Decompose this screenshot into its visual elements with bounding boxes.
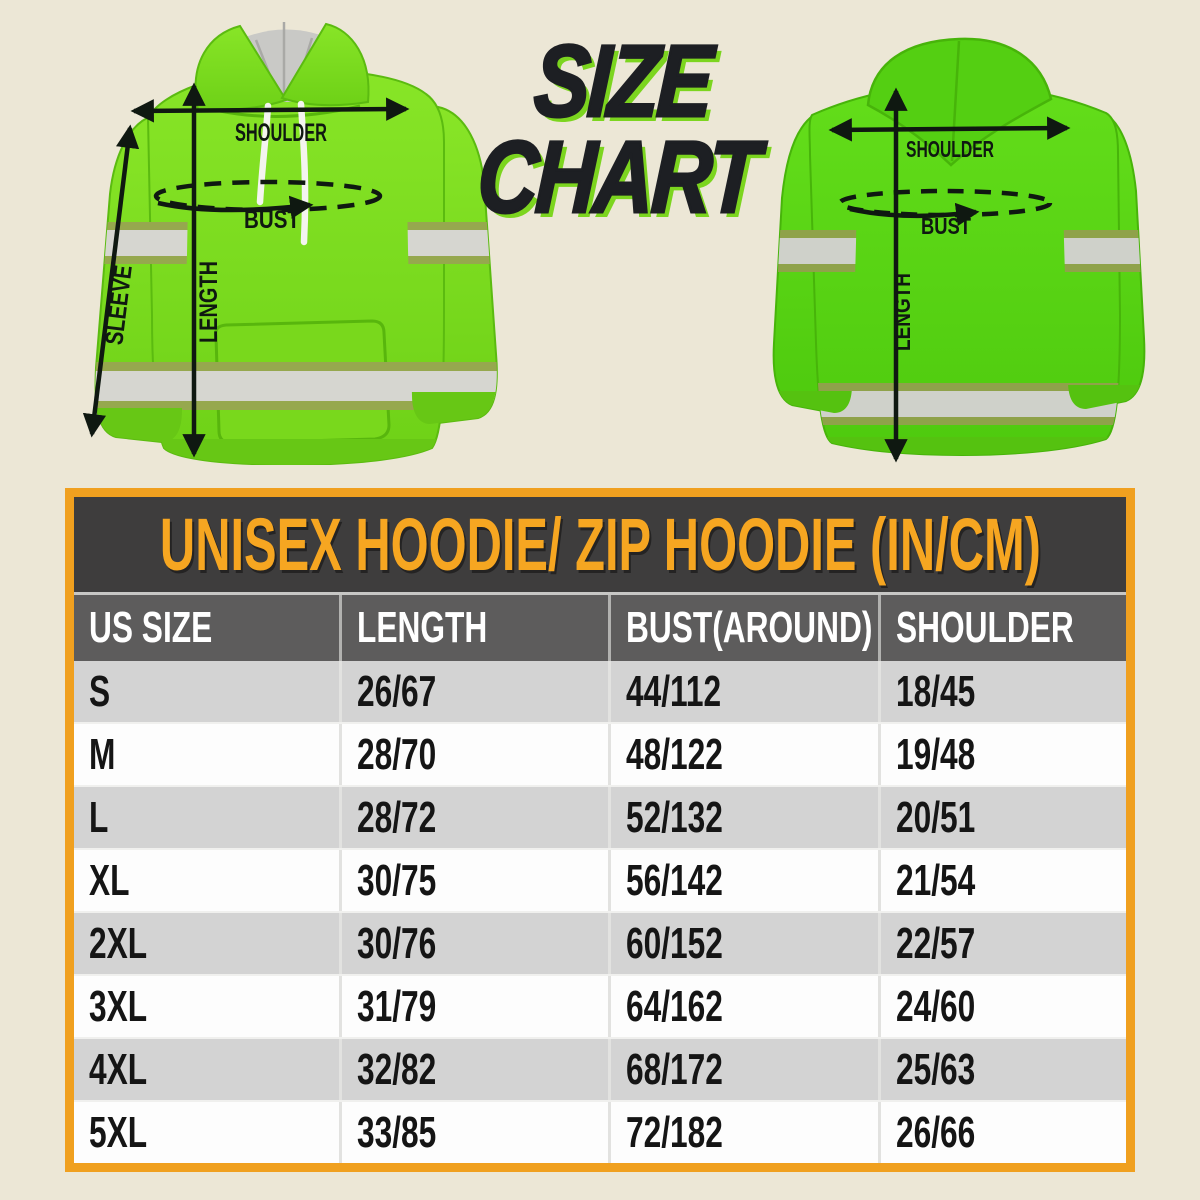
table-row-5xl: 5XL 33/85 72/182 26/66 xyxy=(74,1100,1126,1163)
front-sleeve-arrow xyxy=(82,124,140,438)
page-title-line1: SIZE xyxy=(530,23,715,140)
front-shoulder-arrow xyxy=(130,97,410,123)
page-title-line2: CHART xyxy=(474,119,762,236)
length-cell: 30/75 xyxy=(339,850,608,911)
bust-cell: 64/162 xyxy=(608,976,877,1037)
size-table-title: UNISEX HOODIE/ ZIP HOODIE (IN/CM) xyxy=(159,503,1041,586)
size-table-title-band: UNISEX HOODIE/ ZIP HOODIE (IN/CM) xyxy=(74,497,1126,592)
length-cell: 28/70 xyxy=(339,724,608,785)
size-table-column-headers: US SIZE LENGTH BUST(AROUND) SHOULDER xyxy=(74,592,1126,661)
back-bust-arrow xyxy=(849,202,980,227)
bust-cell: 60/152 xyxy=(608,913,877,974)
shoulder-cell: 18/45 xyxy=(877,661,1126,722)
shoulder-cell: 22/57 xyxy=(877,913,1126,974)
length-cell: 30/76 xyxy=(339,913,608,974)
back-shoulder-arrow xyxy=(828,116,1071,142)
shoulder-cell: 26/66 xyxy=(877,1102,1126,1163)
bust-cell: 44/112 xyxy=(608,661,877,722)
size-cell: XL xyxy=(89,855,130,905)
length-cell: 28/72 xyxy=(339,787,608,848)
length-cell: 26/67 xyxy=(339,661,608,722)
size-cell: 5XL xyxy=(89,1107,148,1157)
shoulder-cell: 24/60 xyxy=(877,976,1126,1037)
size-cell: 4XL xyxy=(89,1044,148,1094)
size-cell: M xyxy=(89,729,116,779)
table-row-3xl: 3XL 31/79 64/162 24/60 xyxy=(74,974,1126,1037)
back-bust-ellipse xyxy=(837,188,1053,218)
shoulder-cell: 20/51 xyxy=(877,787,1126,848)
length-cell: 33/85 xyxy=(339,1102,608,1163)
length-cell: 32/82 xyxy=(339,1039,608,1100)
table-row-xl: XL 30/75 56/142 21/54 xyxy=(74,848,1126,911)
back-shoulder-label: SHOULDER xyxy=(906,136,994,162)
bust-cell: 56/142 xyxy=(608,850,877,911)
table-row-l: L 28/72 52/132 20/51 xyxy=(74,785,1126,848)
column-header-bust: BUST(AROUND) xyxy=(608,595,877,661)
size-cell: 2XL xyxy=(89,918,148,968)
back-measurement-arrows xyxy=(828,87,1071,463)
bust-cell: 68/172 xyxy=(608,1039,877,1100)
length-cell: 31/79 xyxy=(339,976,608,1037)
front-shoulder-label: SHOULDER xyxy=(235,119,327,147)
page-title: SIZE CHART xyxy=(431,23,809,236)
front-measurement-arrows xyxy=(82,82,410,458)
column-header-shoulder: SHOULDER xyxy=(877,595,1126,661)
table-row-2xl: 2XL 30/76 60/152 22/57 xyxy=(74,911,1126,974)
back-bust-label: BUST xyxy=(921,213,971,239)
size-cell: S xyxy=(89,666,111,716)
table-row-4xl: 4XL 32/82 68/172 25/63 xyxy=(74,1037,1126,1100)
front-length-label: LENGTH xyxy=(195,261,223,343)
back-length-label: LENGTH xyxy=(889,273,915,351)
bust-cell: 72/182 xyxy=(608,1102,877,1163)
front-bust-arrow xyxy=(157,195,314,219)
shoulder-cell: 21/54 xyxy=(877,850,1126,911)
shoulder-cell: 19/48 xyxy=(877,724,1126,785)
size-cell: L xyxy=(89,792,109,842)
column-header-length: LENGTH xyxy=(339,595,608,661)
hoodie-back-illustration: SHOULDER BUST LENGTH xyxy=(772,37,1146,463)
back-hoodie-body xyxy=(772,37,1146,456)
front-hoodie-body xyxy=(94,22,498,465)
front-bust-label: BUST xyxy=(244,206,300,234)
bust-cell: 52/132 xyxy=(608,787,877,848)
table-row-m: M 28/70 48/122 19/48 xyxy=(74,722,1126,785)
back-hem xyxy=(810,437,1120,455)
size-table: UNISEX HOODIE/ ZIP HOODIE (IN/CM) US SIZ… xyxy=(65,488,1135,1172)
column-header-us-size: US SIZE xyxy=(89,603,213,652)
hoodie-front-illustration: SHOULDER BUST SLEEVE LENGTH xyxy=(82,22,498,465)
front-hood xyxy=(194,22,370,118)
shoulder-cell: 25/63 xyxy=(877,1039,1126,1100)
size-cell: 3XL xyxy=(89,981,148,1031)
table-row-s: S 26/67 44/112 18/45 xyxy=(74,661,1126,722)
bust-cell: 48/122 xyxy=(608,724,877,785)
